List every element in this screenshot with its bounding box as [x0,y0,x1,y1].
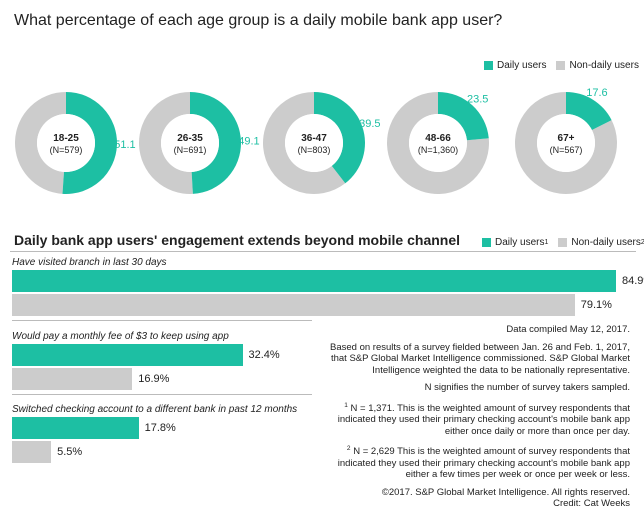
donut-value-label: 39.5 [359,118,380,130]
bar-nondaily [12,368,133,390]
donut-n-label: (N=567) [550,145,583,155]
donut-group-label: 67+ [558,133,575,144]
donut-hole [537,114,595,172]
donut-group-label: 48-66 [425,133,451,144]
engagement-rule [10,251,636,252]
legend-label-nondaily: Non-daily users [569,60,639,71]
bar-category-label: Would pay a monthly fee of $3 to keep us… [12,331,229,342]
donut-legend: Daily users Non-daily users [484,60,639,71]
donut-hole [37,114,95,172]
note-2-text: N = 2,629 This is the weighted amount of… [337,446,630,481]
bar-legend-item-daily: Daily users 1 [482,237,548,248]
bar-value-nondaily: 79.1% [580,299,612,311]
engagement-title: Daily bank app users' engagement extends… [14,232,461,248]
donut-slice-nondaily [387,92,489,194]
note-2-sup: 2 [346,445,351,453]
bar-category-label: Switched checking account to a different… [12,404,298,415]
note-copyright: ©2017. S&P Global Market Intelligence. A… [381,486,630,498]
donut-value-label: 51.1 [114,139,135,151]
bar-nondaily [12,294,575,316]
donut-slice-nondaily [263,92,346,194]
bar-value-nondaily: 5.5% [57,446,83,458]
bar-group-rule [12,320,312,321]
donut-slice-daily [314,92,366,184]
donut-slice-nondaily [139,92,193,194]
note-1-sup: 1 [344,401,348,409]
donut-slice-daily [190,92,242,194]
legend-swatch-nondaily [556,61,566,70]
bar-daily [12,417,139,439]
note-n-signifies: N signifies the number of survey takers … [424,382,630,393]
donut-n-label: (N=803) [298,145,331,155]
legend-swatch-daily [484,61,493,70]
bar-legend-sup-nondaily: 2 [640,239,644,246]
donut-n-label: (N=1,360) [418,145,458,155]
legend-label-daily: Daily users [497,60,547,71]
donut-group-label: 18-25 [53,133,79,144]
donut-group-label: 36-47 [301,133,327,144]
bar-value-daily: 17.8% [144,422,176,434]
bar-daily [12,344,243,366]
note-survey: Based on results of a survey fielded bet… [330,341,630,376]
note-2: 2 N = 2,629 This is the weighted amount … [318,443,630,481]
bar-legend-label-nondaily: Non-daily users [571,237,641,248]
note-1: 1 N = 1,371. This is the weighted amount… [318,400,630,438]
bar-legend: Daily users 1 Non-daily users 2 [482,237,644,248]
bar-category-label: Have visited branch in last 30 days [12,257,167,268]
chart-title: What percentage of each age group is a d… [14,12,503,29]
donut-hole [409,114,467,172]
bar-legend-swatch-daily [482,238,491,247]
bar-legend-label-daily: Daily users [495,237,545,248]
bar-daily [12,270,616,292]
footnotes: Data compiled May 12, 2017. Based on res… [318,324,630,510]
donut-group-label: 26-35 [177,133,203,144]
donut-value-label: 23.5 [467,93,488,105]
bar-legend-item-nondaily: Non-daily users 2 [558,237,644,248]
donut-n-label: (N=691) [174,145,207,155]
note-1-text: N = 1,371. This is the weighted amount o… [337,402,630,437]
bar-legend-swatch-nondaily [558,238,568,247]
donut-slice-daily [438,92,489,141]
bar-value-nondaily: 16.9% [138,373,170,385]
donut-hole [161,114,219,172]
bar-group-rule [12,394,312,395]
note-compiled: Data compiled May 12, 2017. [506,324,630,335]
bar-value-daily: 84.9% [622,275,644,287]
bar-legend-sup-daily: 1 [544,239,549,246]
donut-slice-nondaily [15,92,67,194]
donut-hole [285,114,343,172]
donut-value-label: 17.6 [586,87,607,99]
donut-slice-daily [62,92,118,194]
legend-item-daily: Daily users [484,60,546,71]
donut-value-label: 49.1 [238,135,259,147]
donut-n-label: (N=579) [50,145,83,155]
note-credit: Credit: Cat Weeks [553,498,630,510]
donut-slice-nondaily [515,92,618,194]
donut-slice-daily [566,92,612,130]
age-group-donut-charts: 18-25(N=579) 51.126-35(N=691)49.1 36-47(N=… [15,87,618,194]
bar-nondaily [12,441,52,463]
bar-value-daily: 32.4% [248,349,280,361]
legend-item-nondaily: Non-daily users [556,60,639,71]
